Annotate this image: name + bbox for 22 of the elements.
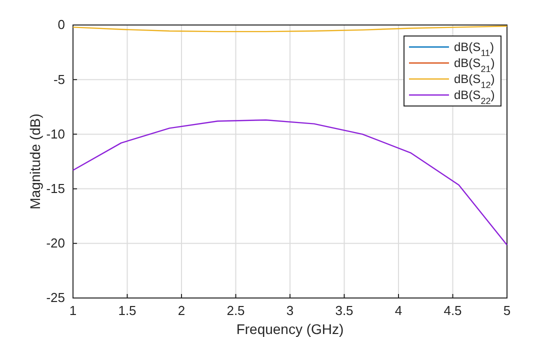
legend-label: dB(S$_{22}$)	[454, 88, 495, 106]
legend-label: dB(S$_{12}$)	[454, 72, 495, 90]
x-axis-title: Frequency (GHz)	[236, 321, 344, 337]
y-tick-label: -5	[53, 72, 65, 87]
x-tick-label: 3	[286, 303, 294, 318]
legend-label: dB(S$_{11}$)	[454, 40, 494, 58]
x-tick-label: 3.5	[335, 303, 354, 318]
x-tick-label: 4	[394, 303, 402, 318]
y-tick-label: -25	[46, 290, 65, 306]
y-axis-title: Magnitude (dB)	[27, 114, 43, 210]
x-tick-label: 1.5	[118, 303, 136, 318]
line-series	[72, 119, 508, 246]
y-tick-label: -15	[46, 180, 65, 196]
x-tick-label: 2	[178, 303, 186, 318]
y-tick-label: -10	[46, 126, 65, 142]
x-tick-label: 2.5	[226, 303, 245, 318]
y-tick-label: -20	[46, 236, 65, 251]
x-tick-label: 5	[503, 303, 511, 318]
x-tick-label: 4.5	[444, 303, 462, 318]
legend-label: dB(S$_{21}$)	[454, 56, 495, 74]
x-tick-label: 1	[69, 303, 77, 318]
y-tick-label: 0	[58, 17, 65, 32]
